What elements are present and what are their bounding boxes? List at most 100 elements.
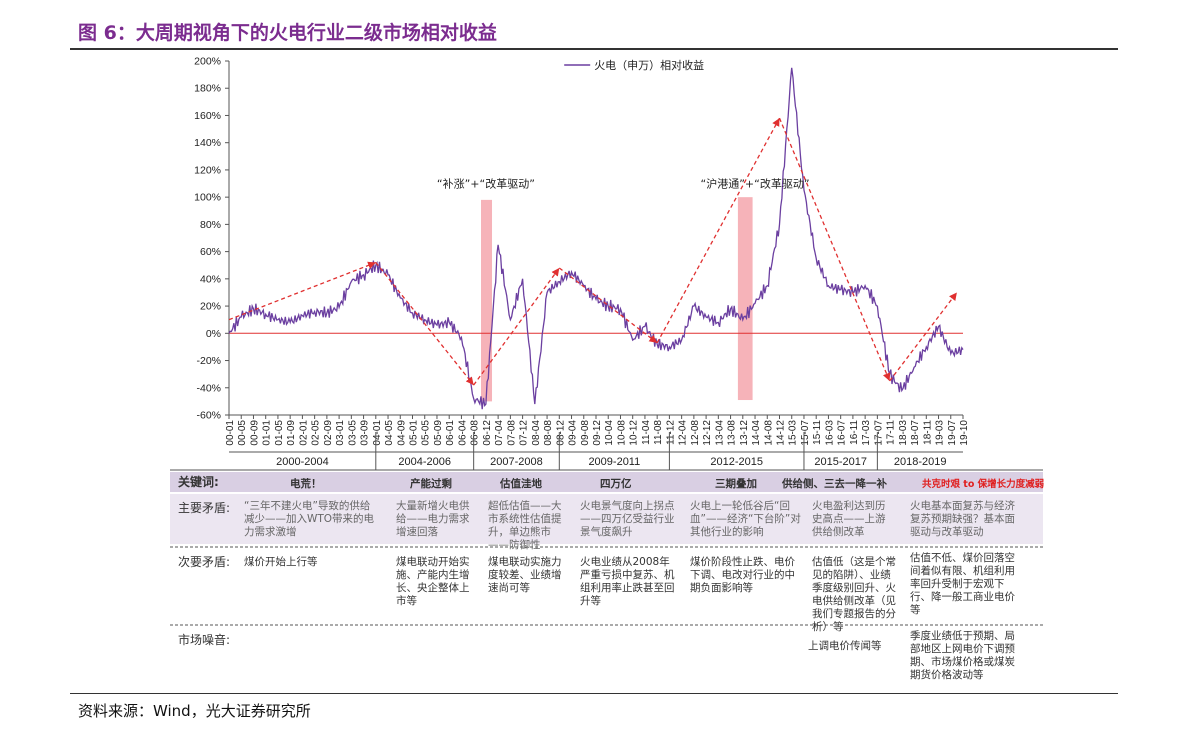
secondary-4: 煤价阶段性止跌、电价下调、电改对行业的中期负面影响等 <box>690 556 795 594</box>
x-tick-label: 04-09 <box>396 420 407 446</box>
x-tick-label: 14-12 <box>776 420 787 446</box>
keyword-6: 共克时艰 to 保增长力度减弱 <box>922 479 1045 490</box>
legend: 火电（申万）相对收益 <box>564 58 704 72</box>
x-tick-label: 06-01 <box>445 420 456 446</box>
x-tick-label: 14-08 <box>763 420 774 446</box>
x-tick-label: 02-05 <box>311 420 322 446</box>
main-2: 超低估值——大市系统性估值提升，单边熊市——防御性 <box>488 500 562 551</box>
y-tick-label: -20% <box>196 355 221 367</box>
x-tick-label: 17-03 <box>861 420 872 446</box>
y-tick-label: 140% <box>194 137 221 149</box>
x-tick-label: 11-08 <box>653 420 664 445</box>
period-axis: 2000-2004 2004-2006 2007-2008 2009-2011 2012… <box>170 432 1043 471</box>
noise-0: 上调电价传闻等 <box>808 640 882 652</box>
y-tick-label: 60% <box>200 246 221 258</box>
x-tick-label: 05-05 <box>421 420 432 446</box>
y-tick-label: 0% <box>206 328 221 340</box>
keyword-2: 估值洼地 <box>500 478 542 490</box>
x-tick-label: 18-11 <box>922 420 933 445</box>
keyword-3: 四万亿 <box>600 478 632 490</box>
page-title: 图 6：大周期视角下的火电行业二级市场相对收益 <box>78 22 497 44</box>
x-tick-label: 03-09 <box>360 420 371 446</box>
main-5: 火电盈利达到历史高点——上游供给侧改革 <box>812 500 886 538</box>
main-4: 火电上一轮低谷后“回血”——经济“下台阶”对其他行业的影响 <box>690 500 801 538</box>
x-tick-label: 12-08 <box>690 420 701 446</box>
secondary-5: 估值低（这是个常见的陷阱）、业绩季度级别回升、火电供给侧改革（见我们专题报告的分… <box>812 556 896 633</box>
x-axis-group: 00-01 00-05 00-09 01-01 01-05 01-09 02-01 02-05… <box>225 414 970 446</box>
title-divider <box>70 48 1118 50</box>
noise-label: 市场噪音: <box>178 633 231 647</box>
x-tick-label: 16-11 <box>849 420 860 445</box>
x-tick-label: 17-11 <box>886 420 897 445</box>
x-tick-label: 00-09 <box>249 420 260 446</box>
secondary-6: 估值不低、煤价回落空间着似有限、机组利用率回升受制于宏观下行、降一般工商业电价等 <box>910 552 1015 616</box>
x-tick-label: 19-10 <box>959 420 970 446</box>
x-tick-label: 10-08 <box>616 420 627 446</box>
x-tick-label: 09-08 <box>580 420 591 446</box>
period-label-3: 2009-2011 <box>588 456 640 468</box>
x-tick-label: 03-05 <box>347 420 358 446</box>
trend-arrow-2 <box>473 267 560 386</box>
period-label-1: 2004-2006 <box>398 456 451 468</box>
keyword-5: 供给侧、三去一降一补 <box>782 478 887 490</box>
period-label-6: 2018-2019 <box>894 456 947 468</box>
y-tick-label: 120% <box>194 164 221 176</box>
x-tick-label: 13-08 <box>727 420 738 446</box>
x-tick-label: 00-05 <box>237 420 248 446</box>
y-tick-label: 200% <box>194 56 221 68</box>
x-tick-label: 07-04 <box>494 420 505 446</box>
table-lines <box>170 472 1043 626</box>
x-tick-label: 18-03 <box>898 420 909 446</box>
y-axis-group: 200% 180% 160% 140% 120% 100% 80% 60% 40% 20% 0% -2… <box>194 56 230 422</box>
series-line <box>228 67 964 410</box>
source-note: 资料来源：Wind，光大证券研究所 <box>78 702 311 720</box>
y-tick-label: -60% <box>196 410 221 422</box>
x-tick-label: 04-05 <box>384 420 395 446</box>
main-6: 火电基本面复苏与经济复苏预期缺强？基本面驱动与改革驱动 <box>910 500 1015 538</box>
x-tick-label: 01-05 <box>274 420 285 446</box>
x-tick-label: 12-12 <box>702 420 713 446</box>
x-tick-label: 15-07 <box>800 420 811 446</box>
x-tick-label: 16-07 <box>837 420 848 446</box>
y-tick-label: 100% <box>194 192 221 204</box>
main-1: 大量新增火电供给——电力需求增速回落 <box>396 500 470 538</box>
x-tick-label: 06-08 <box>470 420 481 446</box>
period-label-0: 2000-2004 <box>276 456 329 468</box>
annotations: “补涨”+“改革驱动” “沪港通”+“改革驱动” <box>437 177 810 191</box>
period-label-5: 2015-2017 <box>814 456 867 468</box>
keyword-4: 三期叠加 <box>715 478 757 490</box>
trend-arrows <box>228 117 958 386</box>
y-tick-label: 80% <box>200 219 221 231</box>
x-tick-label: 18-07 <box>910 420 921 446</box>
x-tick-label: 16-03 <box>824 420 835 446</box>
x-tick-label: 08-12 <box>555 420 566 446</box>
x-tick-label: 13-04 <box>714 420 725 446</box>
keyword-0: 电荒！ <box>290 478 322 490</box>
secondary-label: 次要矛盾: <box>178 555 231 569</box>
period-label-4: 2012-2015 <box>710 456 763 468</box>
secondary-0: 煤价开始上行等 <box>244 556 318 568</box>
x-tick-label: 19-07 <box>947 420 958 446</box>
x-tick-label: 06-12 <box>482 420 493 446</box>
main-0: “三年不建火电”导致的供给减少——加入WTO带来的电力需求激增 <box>244 500 375 538</box>
x-tick-label: 13-12 <box>739 420 750 446</box>
x-tick-label: 12-04 <box>678 420 689 446</box>
y-tick-label: 180% <box>194 83 221 95</box>
keyword-header: 关键词: <box>178 475 219 489</box>
x-tick-label: 05-09 <box>433 420 444 446</box>
y-tick-label: 160% <box>194 110 221 122</box>
shaded-period-1 <box>737 197 753 401</box>
trend-arrow-5 <box>778 117 891 382</box>
main-label: 主要矛盾: <box>178 501 231 515</box>
x-tick-label: 01-01 <box>262 420 273 446</box>
x-tick-label: 08-04 <box>531 420 542 446</box>
legend-label: 火电（申万）相对收益 <box>594 58 704 72</box>
x-tick-label: 10-12 <box>629 420 640 446</box>
annotation-1: “沪港通”+“改革驱动” <box>701 177 810 191</box>
x-tick-label: 03-01 <box>335 420 346 446</box>
x-tick-label: 11-12 <box>665 420 676 445</box>
x-tick-label: 14-04 <box>751 420 762 446</box>
secondary-1: 煤电联动开始实施、产能内生增长、央企整体上市等 <box>396 556 470 607</box>
x-tick-label: 19-03 <box>935 420 946 446</box>
x-tick-label: 09-04 <box>568 420 579 446</box>
